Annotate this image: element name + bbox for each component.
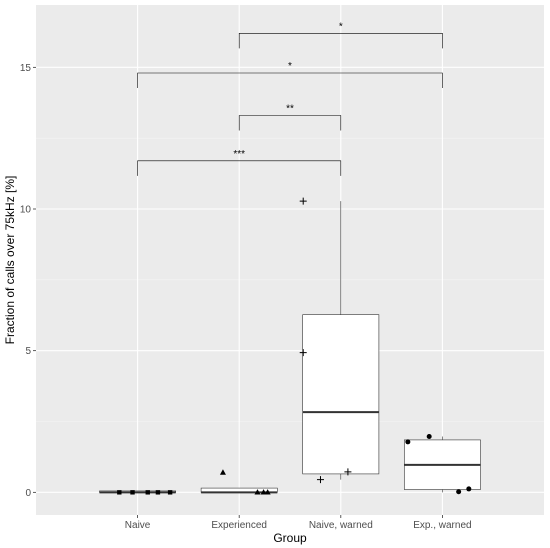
significance-bracket — [137, 160, 342, 176]
y-tick-label: 15 — [20, 63, 32, 74]
cross-point — [316, 476, 324, 484]
significance-bracket — [137, 72, 443, 88]
circle-point — [466, 486, 472, 492]
x-tick-label: Experienced — [211, 520, 267, 531]
cross-point — [299, 349, 307, 357]
triangle-point — [264, 489, 271, 495]
square-point — [155, 490, 161, 495]
plot-panel — [36, 5, 544, 515]
triangle-point — [254, 489, 261, 495]
significance-label: *** — [233, 149, 245, 160]
cross-point — [344, 468, 352, 476]
data-points — [117, 197, 472, 495]
square-point — [117, 490, 122, 495]
triangle-point — [260, 489, 267, 495]
square-point — [167, 490, 173, 495]
significance-label: * — [339, 21, 343, 32]
circle-point — [426, 434, 432, 440]
cross-point — [299, 197, 307, 205]
significance-label: * — [288, 61, 292, 72]
y-tick-label: 5 — [25, 346, 31, 357]
x-tick-label: Naive, warned — [309, 520, 373, 531]
circle-point — [456, 489, 462, 495]
x-tick-label: Exp., warned — [413, 520, 471, 531]
square-point — [145, 490, 150, 495]
significance-bracket — [238, 33, 443, 49]
circle-point — [405, 439, 411, 445]
significance-bracket — [238, 115, 342, 131]
y-axis-title: Fraction of calls over 75kHz [%] — [3, 176, 17, 345]
y-tick-label: 10 — [20, 205, 32, 216]
x-axis-title: Group — [273, 531, 307, 545]
y-tick-label: 0 — [25, 488, 31, 499]
x-tick-label: Naive — [125, 520, 151, 531]
boxes — [99, 201, 481, 494]
significance-label: ** — [286, 104, 294, 115]
significance-brackets: ******* — [137, 21, 443, 176]
x-axis: Naive Experienced Naive, warned Exp., warne… — [125, 515, 472, 531]
box — [302, 314, 380, 475]
y-axis: 0 5 10 15 — [20, 63, 36, 499]
square-point — [130, 490, 135, 495]
triangle-point — [219, 469, 226, 475]
minor-gridlines — [36, 137, 544, 422]
